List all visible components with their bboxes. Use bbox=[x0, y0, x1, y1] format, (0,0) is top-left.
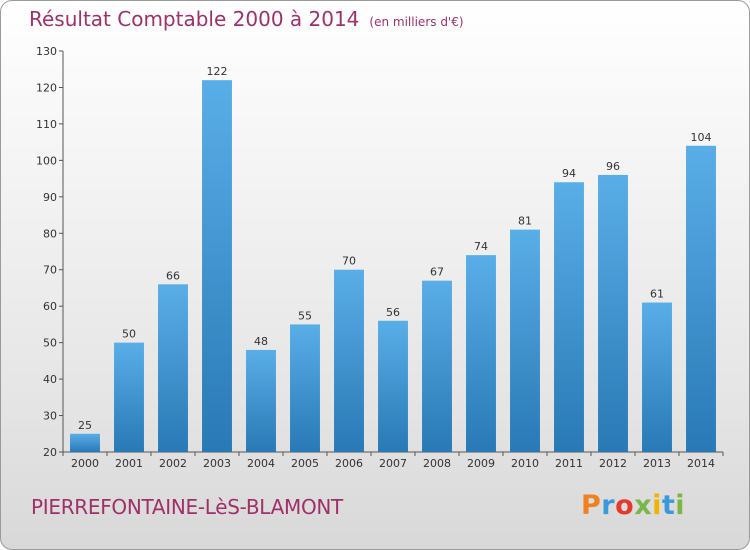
y-tick-label: 50 bbox=[43, 337, 57, 350]
bar-2014 bbox=[686, 145, 716, 453]
x-tick-label: 2003 bbox=[203, 457, 231, 470]
value-label: 25 bbox=[78, 419, 92, 432]
x-tick-label: 2005 bbox=[291, 457, 319, 470]
y-tick-label: 30 bbox=[43, 410, 57, 423]
y-tick-label: 20 bbox=[43, 446, 57, 459]
bar-2002 bbox=[158, 284, 188, 452]
y-tick-label: 100 bbox=[36, 154, 57, 167]
bar-2012 bbox=[598, 174, 628, 453]
value-label: 104 bbox=[691, 131, 712, 144]
x-tick-label: 2001 bbox=[115, 457, 143, 470]
value-label: 55 bbox=[298, 309, 312, 322]
value-label: 96 bbox=[606, 160, 620, 173]
bar-2008 bbox=[422, 280, 452, 452]
y-tick-label: 60 bbox=[43, 300, 57, 313]
x-tick-label: 2000 bbox=[71, 457, 99, 470]
value-label: 56 bbox=[386, 306, 400, 319]
y-tick-label: 40 bbox=[43, 373, 57, 386]
x-tick-label: 2006 bbox=[335, 457, 363, 470]
value-label: 81 bbox=[518, 215, 532, 228]
chart-axes: 20 30 40 50 60 70 80 90 100 110 120 130 bbox=[36, 45, 724, 459]
bar-2007 bbox=[378, 320, 408, 452]
value-label: 122 bbox=[207, 65, 228, 78]
x-tick-label: 2004 bbox=[247, 457, 275, 470]
x-tick-label: 2002 bbox=[159, 457, 187, 470]
logo-letter: t bbox=[661, 490, 676, 521]
bar-2006 bbox=[334, 269, 364, 452]
chart-labels: 2000 25 2001 50 2002 66 2003 122 2004 48 2005 55 200… bbox=[71, 65, 715, 470]
logo-letter: P bbox=[581, 490, 602, 521]
commune-name: PIERREFONTAINE-LèS-BLAMONT bbox=[31, 495, 343, 519]
x-tick-label: 2008 bbox=[423, 457, 451, 470]
x-tick-label: 2007 bbox=[379, 457, 407, 470]
logo-letter: r bbox=[601, 490, 616, 521]
value-label: 66 bbox=[166, 269, 180, 282]
chart-title: Résultat Comptable 2000 à 2014 (en millie… bbox=[29, 7, 464, 31]
logo-letter: i bbox=[675, 490, 686, 521]
y-tick-label: 130 bbox=[36, 45, 57, 58]
value-label: 67 bbox=[430, 266, 444, 279]
bar-2000 bbox=[70, 433, 100, 452]
bar-2005 bbox=[290, 324, 320, 452]
bar-2009 bbox=[466, 255, 496, 452]
value-label: 61 bbox=[650, 288, 664, 301]
y-tick-label: 110 bbox=[36, 118, 57, 131]
logo-letter: o bbox=[615, 490, 635, 521]
value-label: 50 bbox=[122, 328, 136, 341]
value-label: 74 bbox=[474, 240, 488, 253]
chart-subtitle: (en milliers d'€) bbox=[369, 15, 464, 29]
y-tick-label: 120 bbox=[36, 81, 57, 94]
x-tick-label: 2012 bbox=[599, 457, 627, 470]
value-label: 48 bbox=[254, 335, 268, 348]
x-tick-label: 2010 bbox=[511, 457, 539, 470]
x-tick-label: 2011 bbox=[555, 457, 583, 470]
y-tick-label: 80 bbox=[43, 227, 57, 240]
chart-title-main: Résultat Comptable 2000 à 2014 bbox=[29, 7, 360, 31]
x-tick-label: 2013 bbox=[643, 457, 671, 470]
y-tick-label: 90 bbox=[43, 191, 57, 204]
x-tick-label: 2014 bbox=[687, 457, 715, 470]
logo-letter: x bbox=[634, 490, 653, 521]
logo-letter: i bbox=[652, 490, 662, 521]
x-tick-label: 2009 bbox=[467, 457, 495, 470]
value-label: 94 bbox=[562, 167, 576, 180]
chart-bars bbox=[70, 80, 716, 453]
bar-2001 bbox=[114, 342, 144, 452]
proxiti-logo[interactable]: Proxiti bbox=[581, 490, 685, 521]
bar-2013 bbox=[642, 302, 672, 452]
bar-2010 bbox=[510, 229, 540, 452]
bar-2004 bbox=[246, 349, 276, 452]
y-tick-label: 70 bbox=[43, 264, 57, 277]
value-label: 70 bbox=[342, 255, 356, 268]
bar-2003 bbox=[202, 80, 232, 452]
bar-2011 bbox=[554, 182, 584, 452]
